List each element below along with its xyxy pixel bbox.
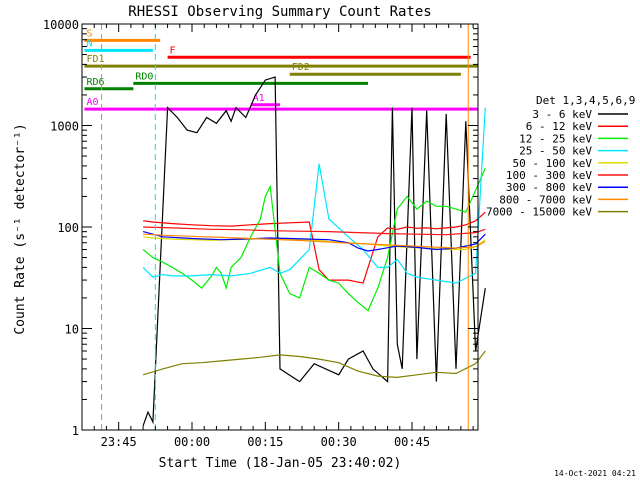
y-tick-label-0: 10000 [43,18,79,32]
series-line-0 [142,76,486,427]
legend-title: Det 1,3,4,5,6,9 [536,94,635,107]
legend-label-0: 3 - 6 keV [532,108,592,121]
y-axis-label: Count Rate (s⁻¹ detector⁻¹) [13,123,28,334]
legend-label-8: 7000 - 15000 keV [486,206,592,219]
state-bar-label-fd2: FD2 [292,62,310,73]
legend-label-3: 25 - 50 keV [519,145,592,158]
state-bar-label-f: F [170,45,176,56]
y-tick-label-4: 1 [72,424,79,438]
series-line-7 [143,233,486,249]
state-bar-label-n: N [86,38,92,49]
state-bar-label-fd1: FD1 [86,54,104,65]
series-line-2 [142,167,486,312]
legend-label-7: 800 - 7000 keV [499,193,592,206]
state-bar-label-s: S [86,28,92,39]
series-line-5 [143,226,486,236]
series-line-8 [142,350,486,379]
legend-label-6: 300 - 800 keV [506,181,592,194]
attenuator-state-bars: SN F FD1 FD2 RD0 RD6 A0 A1 [84,28,478,111]
axes: 10000 1000 100 10 1 23:45 00:00 00:15 00:30 00:45 [43,18,478,449]
x-tick-label-1: 00:00 [174,435,210,449]
x-tick-label-4: 00:45 [394,435,430,449]
series-line-3 [142,107,486,284]
series-line-1 [143,211,486,284]
chart-title: RHESSI Observing Summary Count Rates [128,4,431,20]
state-bar-label-rd6: RD6 [86,77,104,88]
x-tick-label-3: 00:30 [321,435,357,449]
y-tick-label-3: 10 [65,323,79,337]
y-tick-label-2: 100 [57,221,79,235]
x-axis-label: Start Time (18-Jan-05 23:40:02) [159,456,402,471]
state-bar-label-rd0: RD0 [135,71,153,82]
energy-band-series [142,76,486,427]
y-tick-label-1: 1000 [50,120,79,134]
legend-label-1: 6 - 12 keV [526,120,593,133]
state-bar-label-a0: A0 [86,97,98,108]
x-tick-label-2: 00:15 [247,435,283,449]
render-timestamp: 14-Oct-2021 04:21 [554,469,636,478]
state-bar-label-a1: A1 [253,93,265,104]
legend-label-5: 100 - 300 keV [506,169,592,182]
x-tick-label-0: 23:45 [101,435,137,449]
legend-label-2: 12 - 25 keV [519,132,592,145]
legend-label-4: 50 - 100 keV [513,157,593,170]
